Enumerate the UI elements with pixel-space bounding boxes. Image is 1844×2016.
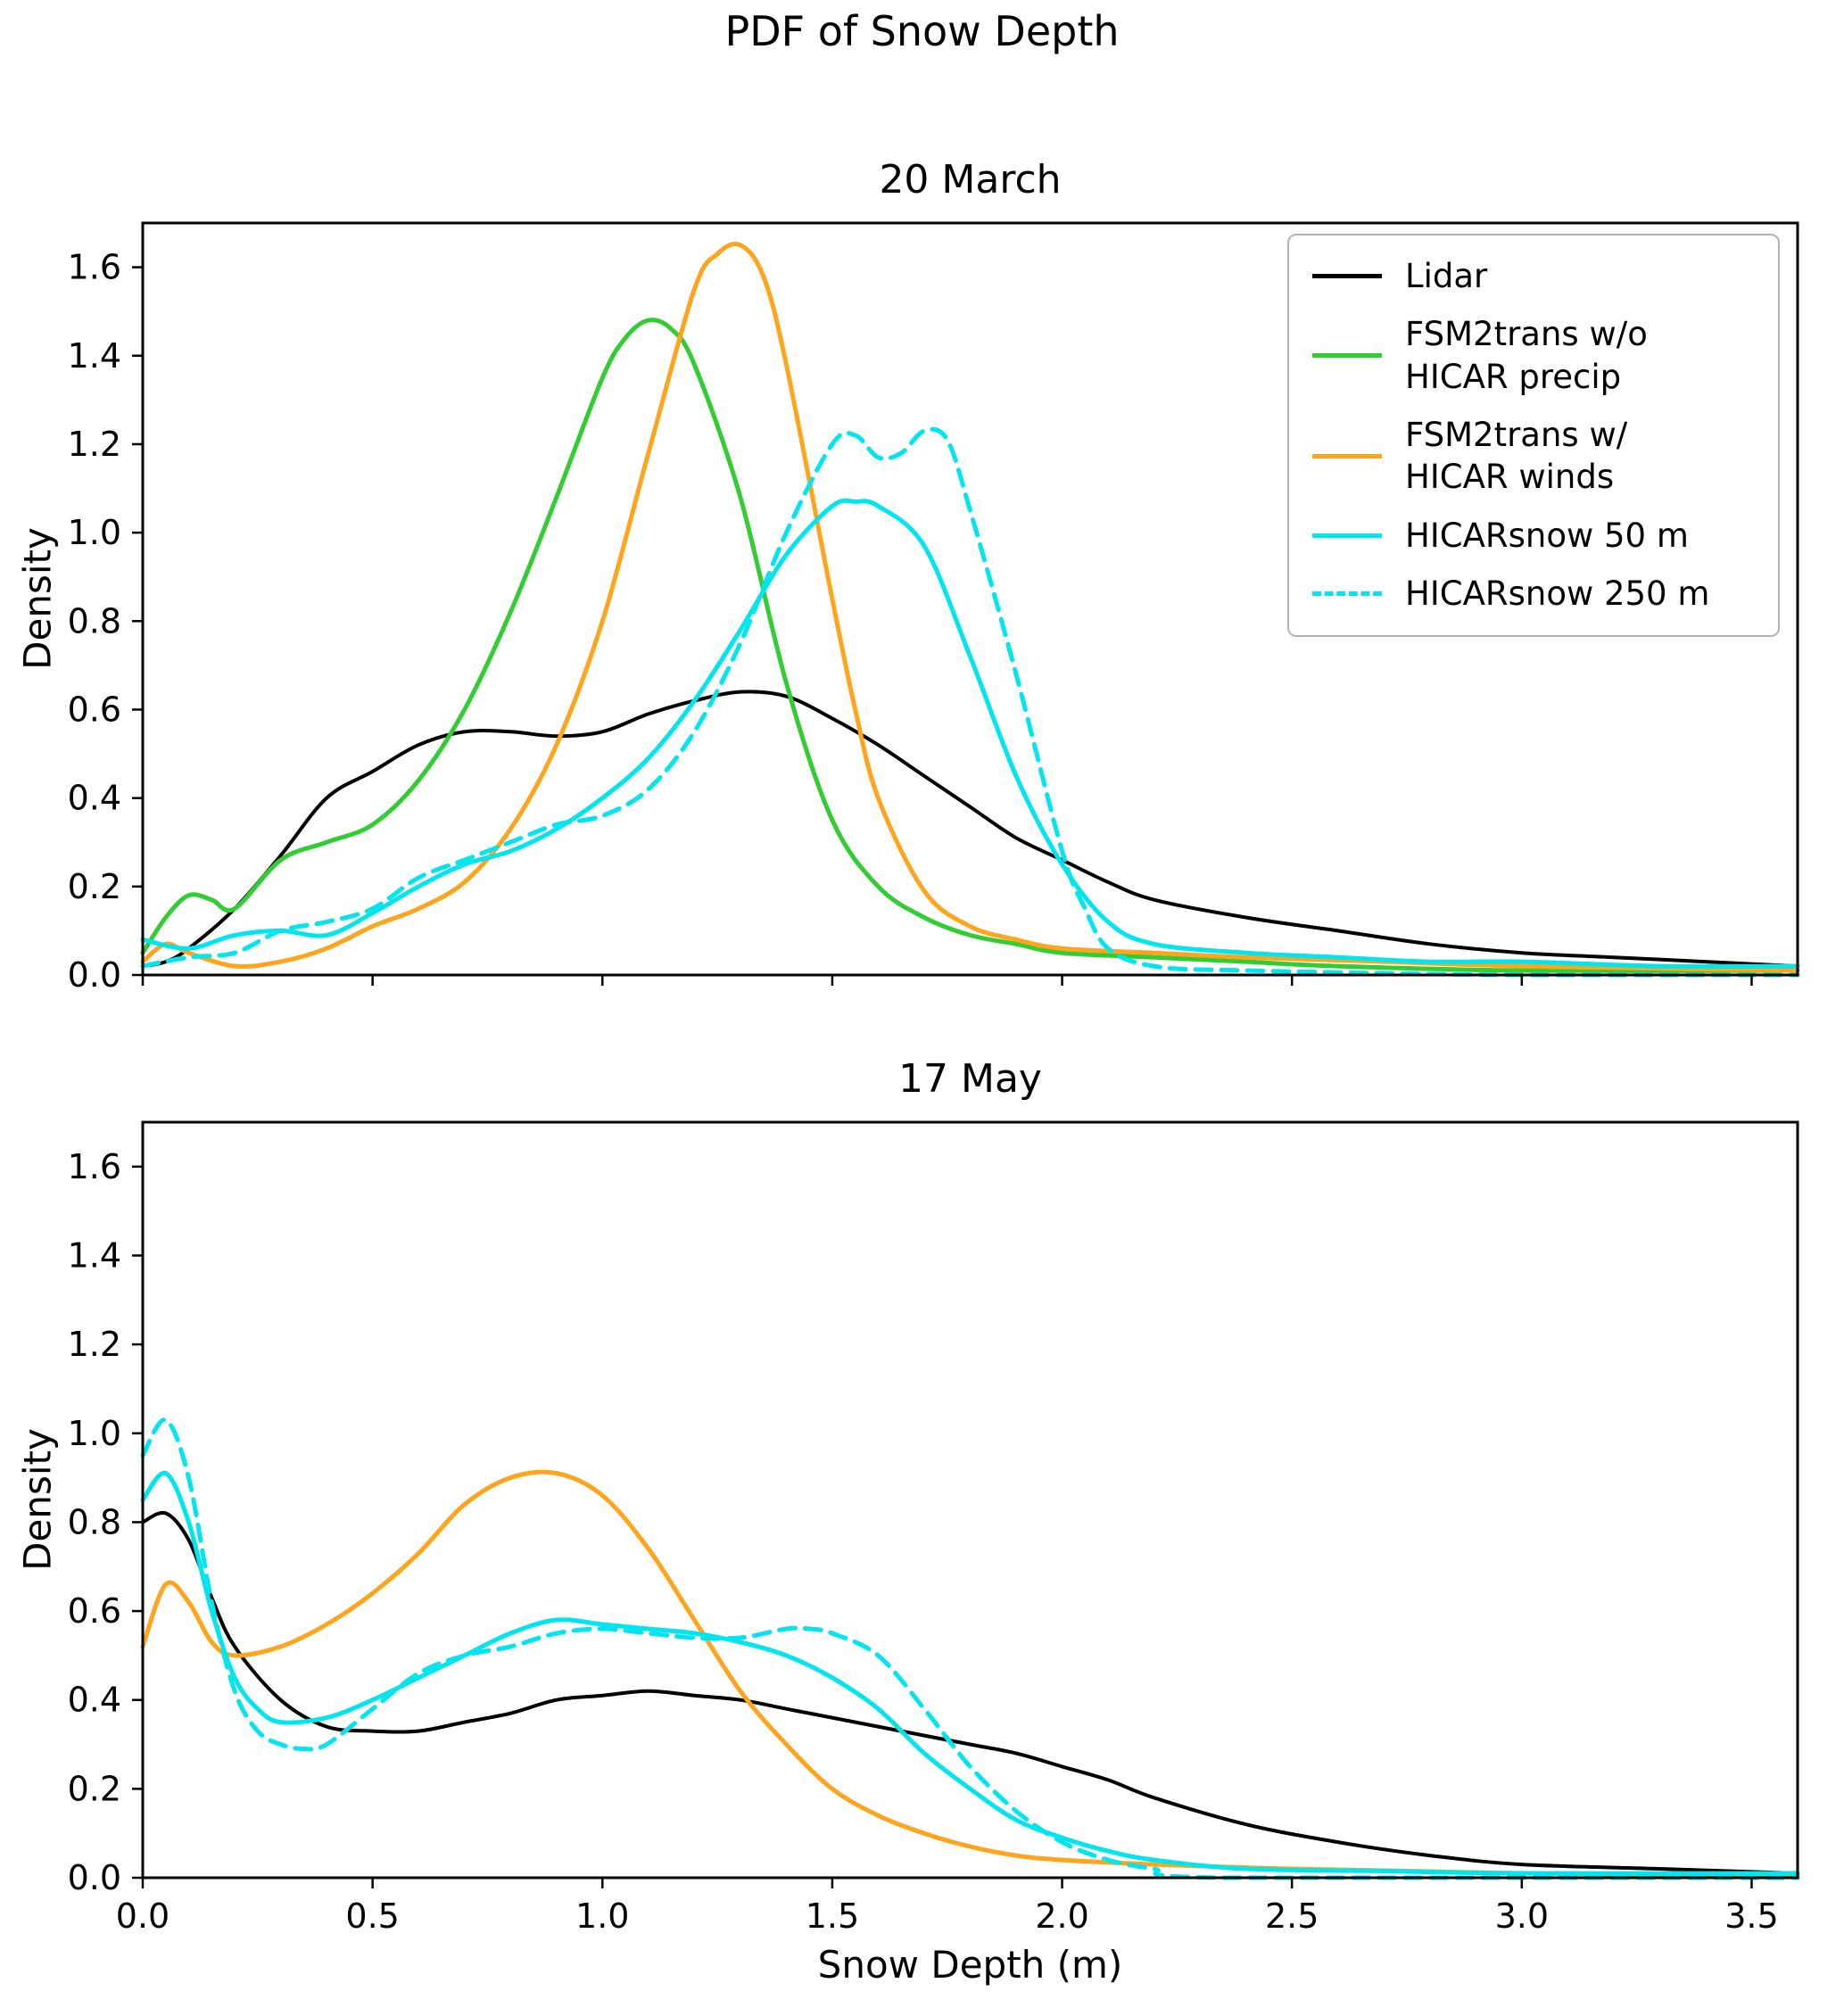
- y-tick-label: 1.2: [68, 425, 121, 464]
- subplot1-y-axis-label: Density: [15, 527, 60, 670]
- legend-item-hicarsnow-250m: HICARsnow 250 m: [1312, 573, 1755, 615]
- legend-line-sample: [1312, 353, 1382, 359]
- y-tick-label: 0.2: [68, 1769, 121, 1808]
- y-tick-label: 0.2: [68, 867, 121, 906]
- subplot2-title: 17 May: [898, 1056, 1042, 1102]
- y-tick-label: 1.0: [68, 1414, 121, 1453]
- series-line-hicarsnow-50-m: [140, 1471, 1800, 1876]
- subplot1-title: 20 March: [879, 157, 1062, 202]
- series-line-fsm2trans-w-o-hicar-precip: [140, 318, 1800, 973]
- legend-item-hicarsnow-50m: HICARsnow 50 m: [1312, 515, 1755, 557]
- legend-label: Lidar: [1405, 257, 1488, 295]
- legend-line-sample: [1312, 274, 1382, 279]
- axes-frame: [141, 1120, 1799, 1880]
- subplot-2: 0.0 0.5 1.0 1.5 2.0 2.5 3.0 3.5 0.0 0.2 0.4 0.6 0.8 1…: [68, 1120, 1800, 1936]
- series-line-lidar: [141, 690, 1799, 969]
- legend-label: FSM2trans w/ HICAR winds: [1405, 416, 1628, 497]
- y-tick-label: 0.8: [68, 601, 121, 640]
- series-line-hicarsnow-50-m: [140, 498, 1800, 969]
- x-tick-label: 1.5: [806, 1896, 859, 1936]
- y-tick-label: 1.0: [68, 513, 121, 552]
- y-tick-label: 1.4: [68, 1235, 121, 1275]
- x-axis-label: Snow Depth (m): [817, 1943, 1123, 1987]
- legend-label: FSM2trans w/o HICAR precip: [1405, 315, 1648, 396]
- y-tick-label: 0.4: [68, 1681, 121, 1720]
- y-tick-label: 1.6: [68, 248, 121, 287]
- y-tick-label: 0.6: [68, 1591, 121, 1631]
- x-tick-label: 3.0: [1495, 1896, 1549, 1936]
- subplot2-y-axis-label: Density: [15, 1428, 60, 1571]
- series-line-lidar: [141, 1510, 1799, 1875]
- x-tick-label: 2.0: [1035, 1896, 1088, 1936]
- y-tick-label: 0.0: [68, 955, 121, 995]
- legend-line-sample: [1312, 533, 1382, 538]
- legend-label: HICARsnow 250 m: [1405, 574, 1710, 614]
- legend-label: HICARsnow 50 m: [1405, 516, 1689, 555]
- y-tick-label: 1.6: [68, 1147, 121, 1186]
- legend: Lidar FSM2trans w/o HICAR precip FSM2tra…: [1287, 234, 1780, 637]
- y-tick-label: 0.0: [68, 1858, 121, 1897]
- x-tick-label: 2.5: [1265, 1896, 1319, 1936]
- x-tick-label: 0.5: [345, 1896, 399, 1936]
- legend-line-sample: [1312, 453, 1382, 459]
- legend-item-lidar: Lidar: [1312, 255, 1755, 297]
- axes-frame: [141, 221, 1799, 977]
- x-tick-label: 3.5: [1724, 1896, 1778, 1936]
- figure-title: PDF of Snow Depth: [724, 7, 1120, 55]
- legend-item-fsm2trans-wo-precip: FSM2trans w/o HICAR precip: [1312, 313, 1755, 398]
- y-tick-label: 0.6: [68, 690, 121, 729]
- series-line-fsm2trans-w-hicar-winds: [140, 1469, 1800, 1878]
- y-tick-label: 0.4: [68, 779, 121, 818]
- series-line-hicarsnow-250-m: [140, 1417, 1800, 1880]
- legend-line-sample: [1312, 591, 1382, 597]
- series-line-fsm2trans-w-hicar-winds: [140, 241, 1800, 973]
- legend-item-fsm2trans-winds: FSM2trans w/ HICAR winds: [1312, 414, 1755, 499]
- y-tick-label: 1.2: [68, 1325, 121, 1364]
- y-tick-label: 1.4: [68, 336, 121, 376]
- x-tick-label: 0.0: [116, 1896, 170, 1936]
- y-tick-label: 0.8: [68, 1502, 121, 1541]
- series-line-hicarsnow-250-m: [140, 426, 1800, 978]
- x-tick-label: 1.0: [575, 1896, 629, 1936]
- subplot-1: 0.0 0.2 0.4 0.6 0.8 1.0 1.2 1.4 1.6: [68, 221, 1800, 995]
